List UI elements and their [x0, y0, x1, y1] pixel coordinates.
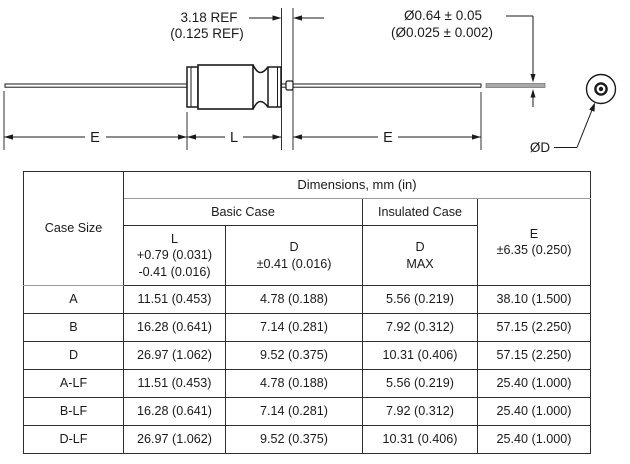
- cell-d: 7.14 (0.281): [225, 397, 363, 426]
- cell-d-max: 7.92 (0.312): [362, 313, 478, 342]
- table-row-a: A 11.51 (0.453) 4.78 (0.188) 5.56 (0.219…: [23, 285, 591, 314]
- header-d-tolerance: ±0.41 (0.016): [256, 256, 332, 271]
- header-l-letter: L: [170, 231, 178, 246]
- left-lead: [4, 83, 188, 88]
- dimension-seal-gap: 3.18 REF (0.125 REF): [170, 10, 324, 41]
- capacitor-body: [186, 64, 294, 110]
- cell-d: 9.52 (0.375): [225, 341, 363, 370]
- header-dmax-max: MAX: [406, 256, 434, 271]
- body-dia-label: ØD: [530, 140, 551, 155]
- table-row-d: D 26.97 (1.062) 9.52 (0.375) 10.31 (0.40…: [23, 341, 591, 370]
- lead-dia-label-mm: Ø0.64 ± 0.05: [404, 8, 482, 23]
- dimensions-table: Case Size Dimensions, mm (in) Basic Case…: [23, 171, 591, 454]
- seal-gap-label-mm: 3.18 REF: [180, 10, 237, 25]
- header-insulated-case: Insulated Case: [362, 198, 478, 226]
- cell-d-max: 5.56 (0.219): [362, 369, 478, 398]
- end-view: [585, 73, 617, 105]
- header-col-d-basic: D ±0.41 (0.016): [225, 225, 363, 286]
- header-dimensions-title: Dimensions, mm (in): [123, 171, 591, 199]
- table-row-a-lf: A-LF 11.51 (0.453) 4.78 (0.188) 5.56 (0.…: [23, 369, 591, 398]
- dimension-body-diameter: ØD: [530, 102, 595, 155]
- cell-d-max: 5.56 (0.219): [362, 285, 478, 314]
- component-drawing: E L E 3.18 REF (0.125 REF) Ø0.64 ±: [3, 8, 617, 155]
- table-row-d-lf: D-LF 26.97 (1.062) 9.52 (0.375) 10.31 (0…: [23, 425, 591, 454]
- cell-e: 57.15 (2.250): [477, 313, 591, 342]
- body-can: [197, 64, 254, 110]
- header-col-e: E ±6.35 (0.250): [477, 198, 591, 286]
- lead-weld-bead: [285, 80, 294, 91]
- seal-gap-label-in: (0.125 REF): [170, 26, 244, 41]
- cell-l: 16.28 (0.641): [123, 397, 226, 426]
- cell-case: D-LF: [23, 425, 124, 454]
- cell-e: 25.40 (1.000): [477, 369, 591, 398]
- cell-e: 25.40 (1.000): [477, 397, 591, 426]
- header-case-size: Case Size: [23, 171, 124, 286]
- cell-d-max: 10.31 (0.406): [362, 341, 478, 370]
- cell-case: B: [23, 313, 124, 342]
- cell-d-max: 10.31 (0.406): [362, 425, 478, 454]
- cell-d: 7.14 (0.281): [225, 313, 363, 342]
- right-end-cap: [267, 66, 282, 108]
- cell-case: D: [23, 341, 124, 370]
- dim-label-l: L: [230, 130, 238, 146]
- header-col-d-insulated: D MAX: [362, 225, 478, 286]
- cell-case: A: [23, 285, 124, 314]
- cell-l: 16.28 (0.641): [123, 313, 226, 342]
- table-row-b-lf: B-LF 16.28 (0.641) 7.14 (0.281) 7.92 (0.…: [23, 397, 591, 426]
- extension-lines: [3, 8, 482, 150]
- table-row-b: B 16.28 (0.641) 7.14 (0.281) 7.92 (0.312…: [23, 313, 591, 342]
- cell-l: 11.51 (0.453): [123, 369, 226, 398]
- dim-label-e-left: E: [90, 130, 100, 146]
- right-lead: [280, 83, 482, 88]
- dim-label-e-right: E: [383, 130, 393, 146]
- cell-e: 38.10 (1.500): [477, 285, 591, 314]
- header-e-tolerance: ±6.35 (0.250): [496, 243, 572, 257]
- dimension-e-right: E: [293, 130, 481, 146]
- end-view-lead-dot: [598, 86, 604, 92]
- header-e-letter: E: [529, 226, 539, 241]
- cell-d-max: 7.92 (0.312): [362, 397, 478, 426]
- dimension-lead-diameter: Ø0.64 ± 0.05 (Ø0.025 ± 0.002): [391, 8, 536, 107]
- lead-dia-label-in: (Ø0.025 ± 0.002): [391, 25, 493, 40]
- cell-case: B-LF: [23, 397, 124, 426]
- cell-case: A-LF: [23, 369, 124, 398]
- header-basic-case: Basic Case: [123, 198, 363, 226]
- header-col-l: L +0.79 (0.031) -0.41 (0.016): [123, 225, 226, 286]
- cell-l: 26.97 (1.062): [123, 425, 226, 454]
- header-dmax-letter: D: [415, 240, 425, 255]
- cell-l: 11.51 (0.453): [123, 285, 226, 314]
- cell-d: 9.52 (0.375): [225, 425, 363, 454]
- cell-d: 4.78 (0.188): [225, 369, 363, 398]
- left-end-cap: [186, 66, 199, 108]
- crimp-neck: [252, 64, 269, 74]
- cell-e: 25.40 (1.000): [477, 425, 591, 454]
- header-l-tol-minus: -0.41 (0.016): [138, 264, 211, 279]
- cell-e: 57.15 (2.250): [477, 341, 591, 370]
- header-l-tol-plus: +0.79 (0.031): [136, 248, 213, 263]
- cell-d: 4.78 (0.188): [225, 285, 363, 314]
- cell-l: 26.97 (1.062): [123, 341, 226, 370]
- lead-wire-gray-segment: [485, 83, 546, 88]
- dimension-l: L: [187, 130, 282, 146]
- header-d-letter: D: [289, 240, 299, 255]
- dimension-e-left: E: [4, 130, 187, 146]
